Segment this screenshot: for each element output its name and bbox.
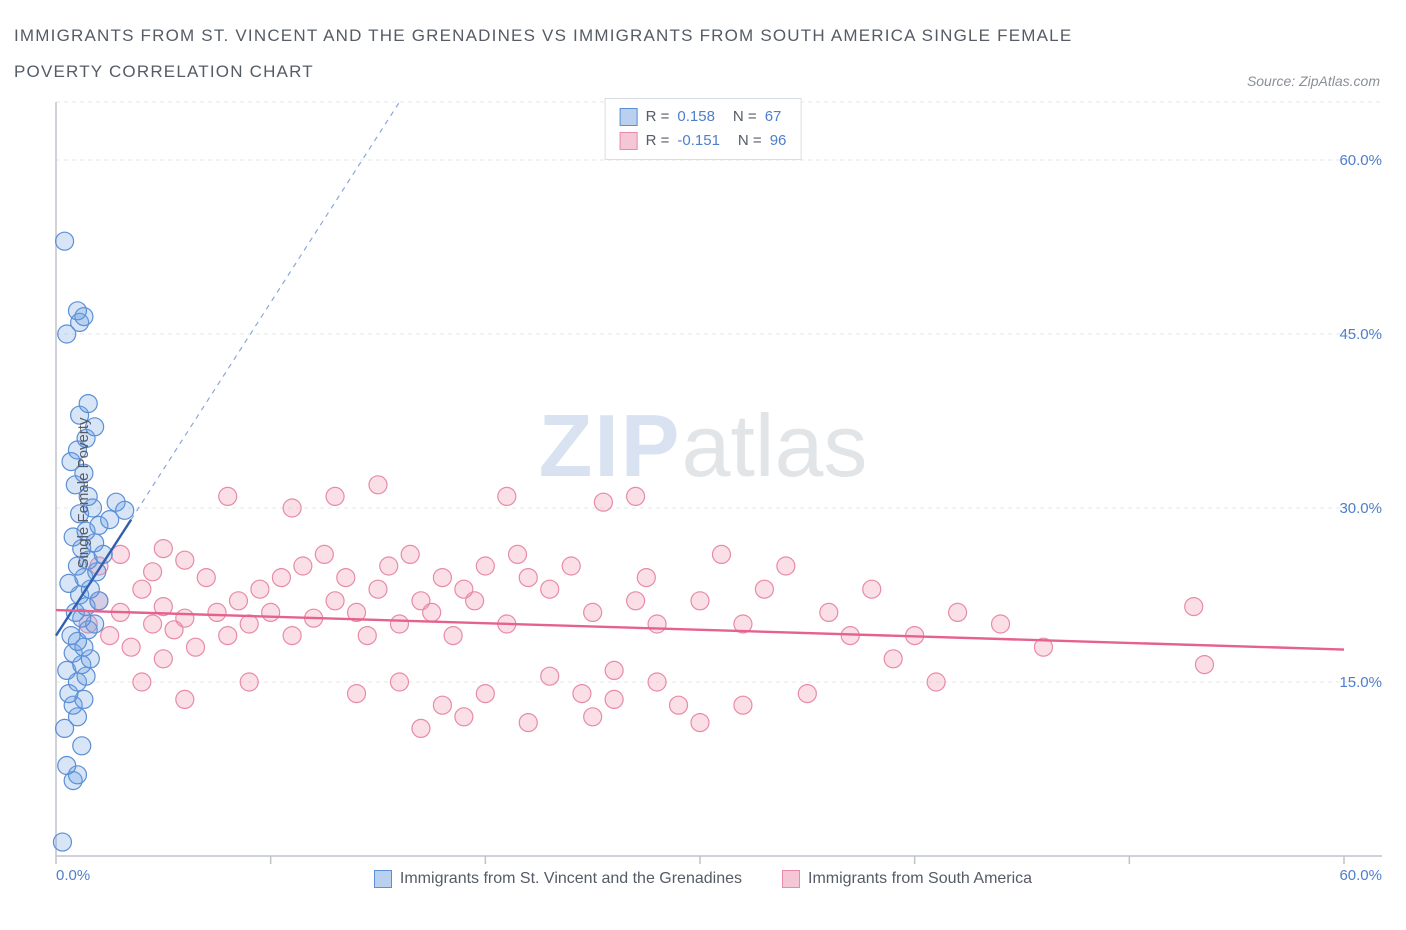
svg-text:30.0%: 30.0% — [1339, 500, 1382, 517]
swatch-sa — [620, 132, 638, 150]
legend-row-svg: R = 0.158 N = 67 — [620, 105, 787, 129]
n-label: N = — [738, 129, 762, 153]
swatch-svg — [620, 108, 638, 126]
series-legend: Immigrants from St. Vincent and the Gren… — [14, 870, 1392, 888]
legend-item-svg: Immigrants from St. Vincent and the Gren… — [374, 870, 742, 888]
n-value-sa: 96 — [770, 129, 787, 153]
chart-title: IMMIGRANTS FROM ST. VINCENT AND THE GREN… — [14, 18, 1114, 89]
y-axis-label: Single Female Poverty — [75, 418, 92, 569]
r-value-svg: 0.158 — [677, 105, 715, 129]
legend-label-svg: Immigrants from St. Vincent and the Gren… — [400, 870, 742, 888]
svg-text:45.0%: 45.0% — [1339, 326, 1382, 343]
r-label: R = — [646, 129, 670, 153]
r-value-sa: -0.151 — [677, 129, 720, 153]
r-label: R = — [646, 105, 670, 129]
swatch-svg-bottom — [374, 870, 392, 888]
n-label: N = — [733, 105, 757, 129]
n-value-svg: 67 — [765, 105, 782, 129]
swatch-sa-bottom — [782, 870, 800, 888]
svg-text:15.0%: 15.0% — [1339, 674, 1382, 691]
legend-label-sa: Immigrants from South America — [808, 870, 1032, 888]
chart-container: Single Female Poverty ZIPatlas 0.0%60.0%… — [14, 98, 1392, 888]
legend-item-sa: Immigrants from South America — [782, 870, 1032, 888]
scatter-chart: 0.0%60.0%15.0%30.0%45.0%60.0% — [14, 98, 1392, 888]
source-attribution: Source: ZipAtlas.com — [1247, 73, 1380, 89]
legend-row-sa: R = -0.151 N = 96 — [620, 129, 787, 153]
correlation-legend: R = 0.158 N = 67 R = -0.151 N = 96 — [605, 98, 802, 160]
svg-text:60.0%: 60.0% — [1339, 152, 1382, 169]
